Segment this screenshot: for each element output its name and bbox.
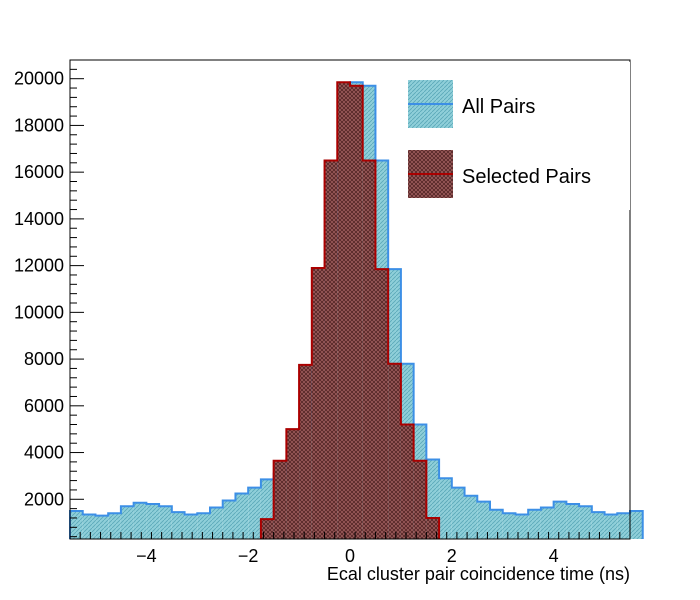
bar-selected-pairs xyxy=(324,160,338,539)
bar-all-pairs xyxy=(553,501,567,539)
y-tick-label: 20000 xyxy=(14,69,64,89)
x-tick-label: −4 xyxy=(136,546,157,566)
outline-selected-pairs xyxy=(259,81,441,539)
bar-all-pairs xyxy=(490,509,503,539)
bar-selected-pairs xyxy=(273,460,287,539)
bar-all-pairs xyxy=(184,514,198,539)
y-tick-label: 14000 xyxy=(14,209,64,229)
bar-selected-pairs xyxy=(375,269,389,539)
legend-label-selected-pairs: Selected Pairs xyxy=(462,166,591,188)
bar-selected-pairs xyxy=(400,424,414,539)
bar-all-pairs xyxy=(464,495,478,539)
plot-border xyxy=(69,59,631,540)
bar-all-pairs xyxy=(528,509,541,539)
bar-all-pairs xyxy=(222,500,236,539)
bar-selected-pairs xyxy=(299,364,312,539)
y-axis: 2000 4000 6000 8000 10000 12000 14000 16000 1800… xyxy=(14,59,84,538)
bar-all-pairs xyxy=(159,506,172,539)
bar-all-pairs xyxy=(133,502,147,539)
bar-all-pairs xyxy=(477,501,490,539)
bar-all-pairs xyxy=(579,506,592,539)
bar-selected-pairs xyxy=(388,363,401,539)
x-tick-label: −2 xyxy=(238,546,259,566)
bar-all-pairs xyxy=(540,507,554,539)
bar-selected-pairs xyxy=(426,517,440,539)
x-axis: −4 −2 0 2 4 xyxy=(69,532,631,566)
bar-all-pairs xyxy=(70,510,83,539)
bar-selected-pairs xyxy=(286,429,300,539)
y-tick-label: 2000 xyxy=(24,489,64,509)
bar-all-pairs xyxy=(82,514,96,539)
x-tick-label: 4 xyxy=(549,546,559,566)
bar-all-pairs xyxy=(604,514,618,539)
legend-item-selected-pairs: Selected Pairs xyxy=(408,150,591,198)
y-tick-label: 16000 xyxy=(14,162,64,182)
bar-all-pairs xyxy=(235,493,249,539)
y-tick-label: 12000 xyxy=(14,256,64,276)
bar-all-pairs xyxy=(210,507,223,539)
bar-all-pairs xyxy=(120,506,134,539)
bar-selected-pairs xyxy=(337,82,350,539)
bar-all-pairs xyxy=(617,513,630,539)
x-axis-title: Ecal cluster pair coincidence time (ns) xyxy=(327,564,630,584)
legend: All Pairs Selected Pairs xyxy=(398,62,630,210)
bar-all-pairs xyxy=(248,487,261,539)
bar-selected-pairs xyxy=(350,85,363,539)
y-tick-label: 4000 xyxy=(24,443,64,463)
bar-all-pairs xyxy=(439,478,452,539)
bar-all-pairs xyxy=(197,513,210,539)
bar-selected-pairs xyxy=(362,160,376,539)
bar-all-pairs xyxy=(451,487,465,539)
y-tick-label: 6000 xyxy=(24,396,64,416)
bar-all-pairs xyxy=(108,513,121,539)
bar-all-pairs xyxy=(630,510,643,539)
outline-all-pairs xyxy=(69,81,644,539)
y-tick-label: 10000 xyxy=(14,302,64,322)
series-selected-pairs xyxy=(259,81,441,539)
bar-all-pairs xyxy=(591,512,605,539)
bar-all-pairs xyxy=(171,512,185,539)
y-tick-label: 18000 xyxy=(14,115,64,135)
bar-all-pairs xyxy=(502,513,516,539)
bar-all-pairs xyxy=(146,503,160,539)
bar-selected-pairs xyxy=(260,519,274,539)
x-tick-label: 2 xyxy=(447,546,457,566)
legend-label-all-pairs: All Pairs xyxy=(462,96,535,118)
bar-all-pairs xyxy=(95,515,109,539)
legend-item-all-pairs: All Pairs xyxy=(408,80,535,128)
bar-all-pairs xyxy=(566,503,580,539)
y-tick-label: 8000 xyxy=(24,349,64,369)
bar-selected-pairs xyxy=(413,460,427,539)
x-tick-label: 0 xyxy=(345,546,355,566)
bar-selected-pairs xyxy=(311,267,325,539)
bar-all-pairs xyxy=(515,514,529,539)
